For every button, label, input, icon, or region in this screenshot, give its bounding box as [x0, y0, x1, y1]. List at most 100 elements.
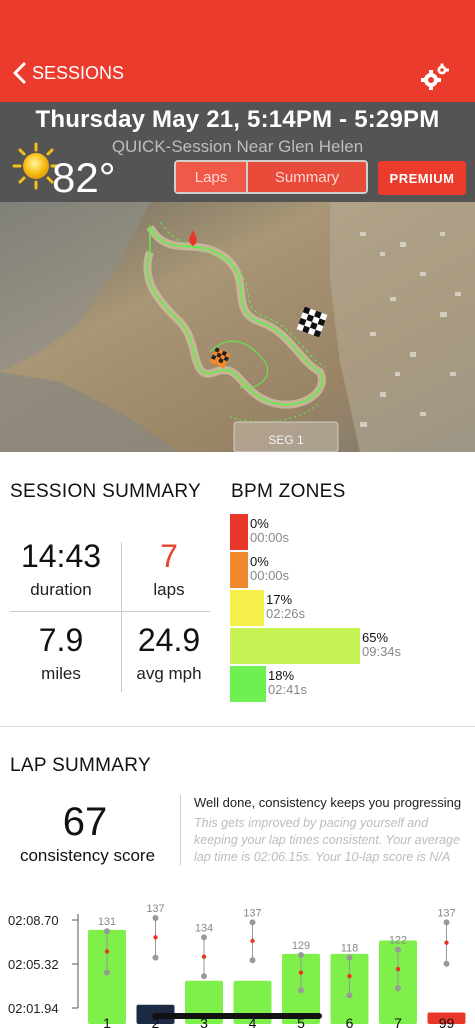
bpm-zones-title: BPM ZONES	[231, 481, 346, 503]
consistency-score-value: 67	[62, 800, 108, 844]
bpm-max-label: 134	[195, 922, 213, 934]
bpm-zones-chart: 0% 00:00s 0% 00:00s 17% 02:26s 65% 09:34s 18% 02:…	[230, 514, 470, 704]
tab-laps[interactable]: Laps	[176, 162, 248, 192]
bpm-avg-dot	[153, 935, 158, 940]
consistency-score-label: consistency score	[19, 846, 156, 865]
bpm-max-label: 137	[146, 903, 164, 915]
home-indicator	[152, 1013, 322, 1019]
bpm-low-dot	[104, 969, 110, 976]
title-bold: BPM	[231, 481, 274, 502]
finish-flag-icon	[296, 306, 328, 338]
bpm-avg-dot	[444, 940, 449, 945]
back-label: SESSIONS	[32, 62, 125, 83]
stat-duration-label: duration	[30, 580, 92, 599]
stats-divider-horizontal	[10, 611, 210, 612]
bpm-high-dot	[249, 919, 256, 926]
title-bold: SESSION	[10, 481, 97, 502]
bpm-high-dot	[104, 928, 110, 935]
session-date: Thursday May 21, 5:14PM - 5:29PM	[35, 106, 440, 133]
bpm-zone-bar	[230, 628, 360, 664]
bpm-max-label: 122	[389, 935, 407, 947]
lap-number-label: 6	[346, 1015, 354, 1028]
lap-number-label: 7	[394, 1015, 402, 1028]
bpm-zone-bar	[230, 552, 248, 588]
bpm-avg-dot	[298, 970, 304, 975]
bpm-zone-bar	[230, 590, 264, 626]
bpm-low-dot	[443, 960, 450, 967]
bpm-avg-dot	[250, 938, 255, 944]
bpm-zone-time: 02:41s	[268, 682, 308, 697]
y-tick-label: 02:01.94	[8, 1001, 59, 1016]
lap-number-label: 3	[200, 1015, 208, 1028]
consistency-description: This gets improved by pacing yourself an…	[194, 816, 460, 864]
bpm-low-dot	[346, 992, 353, 999]
back-button[interactable]: SESSIONS	[12, 62, 124, 84]
sun-icon	[12, 142, 60, 190]
bpm-low-dot	[152, 954, 159, 961]
bpm-high-dot	[443, 919, 450, 926]
lap-times-chart: 02:08.70 02:05.32 02:01.94 131 1 137 2 134 3 137 4…	[8, 903, 466, 1028]
lap-bar	[88, 929, 126, 1024]
segment-label[interactable]: SEG 1	[268, 433, 304, 447]
stat-miles-label: miles	[41, 664, 81, 683]
chevron-left-icon	[13, 62, 26, 84]
title-rest: SUMMARY	[46, 755, 151, 776]
bpm-high-dot	[346, 954, 353, 961]
bpm-max-label: 131	[98, 916, 116, 928]
bpm-avg-dot	[347, 973, 352, 979]
satellite-map-image: SEG 1	[0, 202, 475, 452]
bpm-zone-percent: 0%	[250, 554, 269, 569]
bpm-zone-time: 00:00s	[250, 530, 290, 545]
tab-summary[interactable]: Summary	[248, 162, 366, 192]
bpm-max-label: 129	[292, 940, 310, 952]
section-divider	[0, 726, 475, 727]
bpm-zone-bar	[230, 666, 266, 702]
bpm-zone-time: 00:00s	[250, 568, 290, 583]
bpm-avg-dot	[104, 949, 110, 954]
bpm-avg-dot	[201, 954, 207, 959]
view-segmented-control: Laps Summary	[174, 160, 368, 194]
lap-summary-title: LAP SUMMARY	[10, 755, 151, 777]
stat-miles-value: 7.9	[38, 622, 84, 658]
title-rest: ZONES	[273, 481, 346, 502]
bpm-low-dot	[249, 957, 256, 964]
gear-icon[interactable]	[420, 62, 450, 92]
session-subtitle: QUICK-Session Near Glen Helen	[111, 137, 364, 156]
bpm-zone-time: 02:26s	[266, 606, 306, 621]
bpm-zone-percent: 17%	[266, 592, 293, 607]
lap-number-label: 5	[297, 1015, 305, 1028]
consistency-divider	[180, 795, 181, 865]
bpm-high-dot	[201, 934, 207, 941]
lap-bar	[427, 1012, 466, 1024]
bpm-zone-percent: 0%	[250, 516, 269, 531]
stat-avg-mph-label: avg mph	[136, 664, 202, 683]
bpm-high-dot	[152, 915, 159, 921]
bpm-max-label: 118	[341, 943, 359, 955]
y-tick-label: 02:05.32	[8, 957, 59, 972]
y-tick-label: 02:08.70	[8, 913, 59, 928]
premium-button[interactable]: PREMIUM	[378, 161, 466, 195]
bpm-zone-percent: 18%	[268, 668, 295, 683]
title-rest: SUMMARY	[96, 481, 202, 502]
bpm-max-label: 137	[243, 907, 261, 919]
bpm-low-dot	[395, 985, 401, 992]
start-flag-icon	[209, 347, 231, 369]
bpm-zone-bar	[230, 514, 248, 550]
bpm-zone-percent: 65%	[362, 630, 389, 645]
lap-number-label: 4	[249, 1015, 257, 1028]
lap-number-label: 1	[103, 1015, 111, 1028]
stat-laps-value: 7	[160, 538, 178, 574]
stat-avg-mph-value: 24.9	[137, 622, 201, 658]
stat-duration-value: 14:43	[20, 538, 102, 574]
bpm-low-dot	[201, 973, 207, 980]
lap-number-label: 99	[439, 1015, 455, 1028]
temperature: 82°	[52, 154, 116, 201]
bpm-high-dot	[298, 951, 304, 958]
bpm-zone-time: 09:34s	[362, 644, 402, 659]
stat-laps-label: laps	[153, 580, 185, 599]
stats-divider-vertical	[121, 542, 122, 692]
bpm-high-dot	[395, 946, 401, 953]
lap-number-label: 2	[152, 1015, 160, 1028]
track-map[interactable]: SEG 1	[0, 202, 475, 452]
bpm-max-label: 137	[437, 907, 455, 919]
